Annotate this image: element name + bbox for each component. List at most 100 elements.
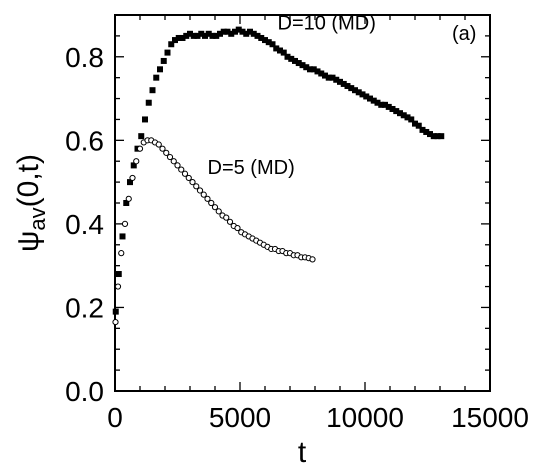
data-point <box>112 308 119 315</box>
series-0 <box>112 26 445 315</box>
y-tick-label: 0.2 <box>65 292 104 323</box>
data-point <box>130 162 137 169</box>
data-point <box>125 195 132 202</box>
data-point <box>234 224 241 232</box>
plot-frame <box>114 14 491 392</box>
data-point <box>427 131 433 138</box>
data-point <box>374 99 381 106</box>
data-point <box>344 83 351 90</box>
data-point <box>226 218 234 225</box>
data-point <box>352 87 358 94</box>
data-point <box>127 179 133 186</box>
data-point <box>247 28 253 35</box>
data-point <box>166 153 174 161</box>
data-point <box>309 256 316 263</box>
data-point <box>400 112 407 119</box>
data-point <box>288 55 295 62</box>
data-point <box>363 93 370 100</box>
data-point <box>153 74 160 81</box>
data-point <box>348 85 355 92</box>
y-tick-labels: 0.0 0.2 0.4 0.6 0.8 <box>65 42 104 407</box>
data-point <box>200 191 207 198</box>
data-point <box>397 110 403 117</box>
data-point <box>393 108 400 115</box>
data-point <box>114 283 122 290</box>
data-point <box>155 141 162 148</box>
y-tick-label: 0.0 <box>65 376 104 407</box>
data-point <box>382 101 388 108</box>
data-point <box>232 28 238 35</box>
ticks <box>114 14 491 392</box>
y-axis-title-rest: (0,t) <box>12 154 45 207</box>
data-point <box>202 32 208 39</box>
data-point <box>340 80 347 87</box>
data-point <box>213 32 220 39</box>
data-point <box>123 200 130 206</box>
series-label-d10: D=10 (MD) <box>278 13 376 35</box>
data-point <box>129 174 136 182</box>
data-point <box>175 34 182 41</box>
data-point <box>145 99 152 106</box>
data-point <box>149 87 156 94</box>
data-point <box>118 250 125 257</box>
data-point <box>159 145 166 152</box>
x-tick-label: 15000 <box>451 402 529 433</box>
data-point <box>262 37 268 44</box>
y-axis-title: ψav(0,t) <box>12 154 50 252</box>
data-point <box>250 30 257 37</box>
data-point <box>133 158 140 165</box>
data-point <box>265 39 272 46</box>
data-point <box>217 30 223 37</box>
data-point <box>322 72 328 79</box>
y-tick-label: 0.6 <box>65 125 104 156</box>
data-point <box>235 26 242 33</box>
x-tick-label: 10000 <box>326 402 404 433</box>
data-point <box>284 53 291 60</box>
data-point <box>389 106 396 112</box>
data-point <box>292 57 298 64</box>
data-point <box>193 183 200 190</box>
data-point <box>194 32 201 39</box>
data-point <box>205 30 212 37</box>
data-point <box>318 70 325 77</box>
data-point <box>333 76 340 83</box>
data-point <box>160 57 167 64</box>
data-point <box>142 116 148 123</box>
data-point <box>163 149 170 156</box>
data-point <box>430 133 437 140</box>
data-point <box>310 66 317 73</box>
data-point <box>183 32 190 39</box>
data-point <box>329 74 336 81</box>
y-tick-label: 0.8 <box>65 42 104 73</box>
data-point <box>370 97 377 104</box>
data-point <box>179 34 186 41</box>
data-point <box>190 32 197 39</box>
data-point <box>178 166 185 173</box>
data-point <box>295 60 302 67</box>
data-point <box>280 49 287 56</box>
data-point <box>112 318 119 326</box>
data-point <box>136 145 144 152</box>
data-point <box>243 30 250 37</box>
x-tick-label: 0 <box>107 402 123 433</box>
data-point <box>307 66 313 73</box>
data-point <box>208 199 215 207</box>
data-point <box>220 28 227 35</box>
data-point <box>239 28 246 35</box>
x-tick-labels: 0 5000 10000 15000 <box>107 402 529 433</box>
data-point <box>187 30 193 37</box>
data-point <box>138 133 145 140</box>
data-point <box>157 66 163 73</box>
data-point <box>198 30 205 37</box>
data-point <box>299 62 306 69</box>
data-point <box>337 78 343 85</box>
data-point <box>185 174 192 182</box>
data-point <box>378 101 385 108</box>
data-point <box>119 233 126 240</box>
data-point <box>385 103 392 110</box>
x-tick-label: 5000 <box>209 402 271 433</box>
data-point <box>269 41 276 48</box>
y-axis-title-sub: av <box>25 207 50 230</box>
data-point <box>355 89 362 96</box>
data-point <box>168 41 175 48</box>
